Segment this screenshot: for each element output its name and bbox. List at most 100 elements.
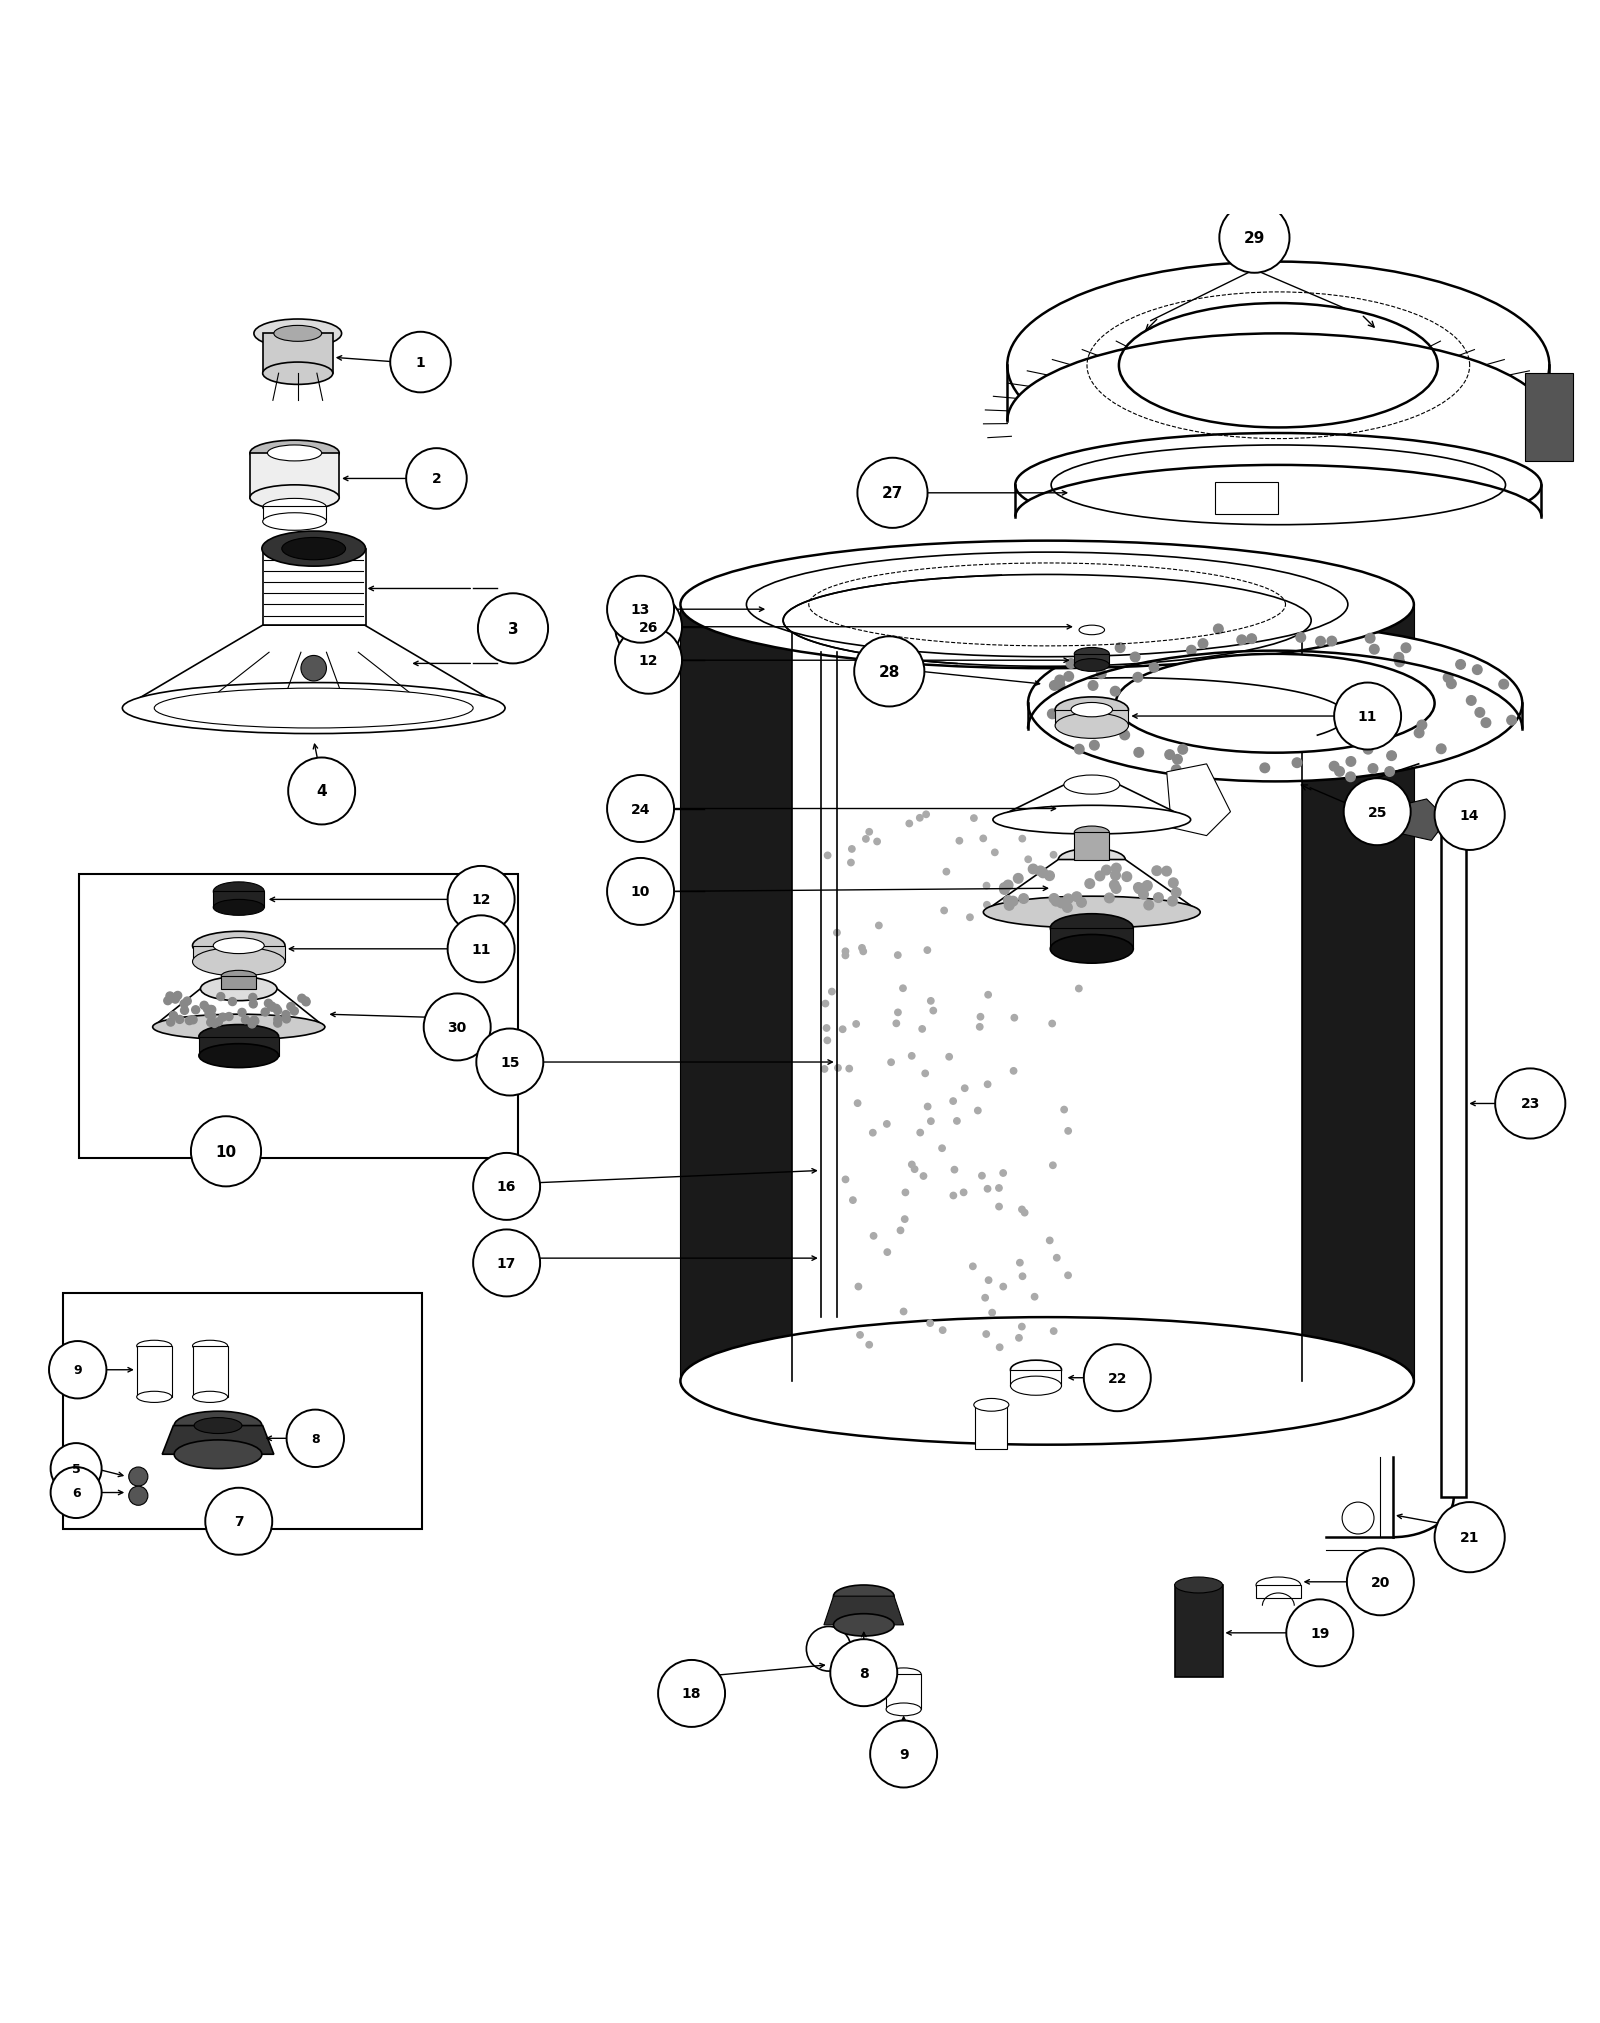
Ellipse shape — [1115, 655, 1435, 753]
Circle shape — [856, 1285, 861, 1291]
Text: 22: 22 — [1107, 1372, 1126, 1386]
Circle shape — [1062, 886, 1069, 892]
Circle shape — [1096, 670, 1106, 680]
Circle shape — [1053, 710, 1062, 720]
Circle shape — [1016, 1335, 1022, 1341]
Circle shape — [1414, 728, 1424, 738]
Ellipse shape — [1054, 714, 1128, 738]
Ellipse shape — [1029, 625, 1522, 783]
Ellipse shape — [198, 1044, 278, 1068]
Circle shape — [250, 1018, 258, 1026]
Circle shape — [1198, 639, 1208, 649]
Circle shape — [267, 1003, 275, 1012]
Circle shape — [1088, 682, 1098, 692]
Ellipse shape — [174, 1440, 262, 1469]
Text: 30: 30 — [448, 1020, 467, 1034]
Circle shape — [899, 985, 906, 991]
Circle shape — [166, 1020, 174, 1026]
Circle shape — [901, 1216, 907, 1222]
Circle shape — [1056, 898, 1066, 908]
Text: 24: 24 — [630, 801, 650, 815]
Ellipse shape — [1074, 659, 1109, 672]
Ellipse shape — [213, 900, 264, 916]
Circle shape — [986, 1277, 992, 1285]
Circle shape — [606, 775, 674, 842]
Circle shape — [950, 1194, 957, 1200]
Circle shape — [1085, 880, 1094, 888]
Circle shape — [850, 1198, 856, 1204]
Circle shape — [1213, 625, 1222, 635]
Circle shape — [1011, 1016, 1018, 1022]
Text: 8: 8 — [859, 1665, 869, 1679]
Text: 10: 10 — [630, 884, 650, 898]
Text: 3: 3 — [507, 621, 518, 637]
Ellipse shape — [152, 1016, 325, 1040]
Circle shape — [842, 1177, 848, 1183]
Circle shape — [238, 1009, 246, 1018]
Text: 8: 8 — [310, 1432, 320, 1444]
Circle shape — [208, 1012, 216, 1020]
Ellipse shape — [1074, 647, 1109, 662]
Circle shape — [1008, 896, 1018, 906]
Circle shape — [1104, 894, 1114, 904]
Circle shape — [274, 1016, 282, 1024]
Circle shape — [866, 1341, 872, 1347]
Circle shape — [984, 1185, 990, 1192]
Circle shape — [51, 1467, 102, 1519]
Bar — [213, 892, 264, 908]
Circle shape — [883, 1121, 890, 1127]
Circle shape — [997, 1345, 1003, 1351]
Circle shape — [1072, 892, 1082, 902]
Circle shape — [261, 1009, 269, 1016]
Circle shape — [1053, 1254, 1059, 1260]
Circle shape — [974, 1109, 981, 1115]
Circle shape — [1187, 645, 1197, 655]
Circle shape — [1246, 635, 1256, 643]
Circle shape — [966, 914, 973, 920]
Circle shape — [1296, 633, 1306, 643]
Circle shape — [1112, 864, 1122, 874]
Circle shape — [1344, 779, 1411, 846]
Circle shape — [1446, 680, 1456, 690]
Circle shape — [909, 1161, 915, 1167]
Circle shape — [1075, 744, 1085, 755]
Circle shape — [1435, 781, 1504, 850]
Circle shape — [1110, 872, 1120, 880]
Circle shape — [272, 1005, 280, 1014]
Circle shape — [1000, 1169, 1006, 1177]
Circle shape — [893, 1022, 899, 1028]
Circle shape — [269, 1003, 277, 1012]
Circle shape — [1019, 835, 1026, 842]
Circle shape — [658, 1661, 725, 1728]
Circle shape — [928, 997, 934, 1005]
Circle shape — [894, 1009, 901, 1016]
Circle shape — [1346, 757, 1355, 767]
Text: 23: 23 — [1520, 1096, 1539, 1111]
Circle shape — [957, 838, 963, 844]
Circle shape — [1330, 763, 1339, 771]
Circle shape — [824, 1038, 830, 1044]
Circle shape — [283, 1016, 291, 1024]
Ellipse shape — [886, 1669, 922, 1681]
Bar — [1525, 374, 1573, 461]
Text: 13: 13 — [630, 603, 650, 617]
Circle shape — [1112, 884, 1122, 894]
Circle shape — [1122, 872, 1131, 882]
Ellipse shape — [1058, 850, 1125, 872]
Circle shape — [840, 1026, 846, 1034]
Circle shape — [286, 1003, 294, 1012]
Circle shape — [1029, 864, 1038, 874]
Circle shape — [1171, 765, 1181, 775]
Circle shape — [1443, 674, 1453, 684]
Circle shape — [970, 1264, 976, 1270]
Ellipse shape — [994, 805, 1190, 835]
Ellipse shape — [213, 882, 264, 902]
Circle shape — [250, 1001, 258, 1007]
Circle shape — [1102, 866, 1112, 876]
Polygon shape — [824, 1596, 904, 1624]
Text: 2: 2 — [432, 471, 442, 486]
Circle shape — [1120, 730, 1130, 740]
Circle shape — [205, 1489, 272, 1556]
Ellipse shape — [974, 1398, 1010, 1412]
Circle shape — [1000, 886, 1010, 894]
